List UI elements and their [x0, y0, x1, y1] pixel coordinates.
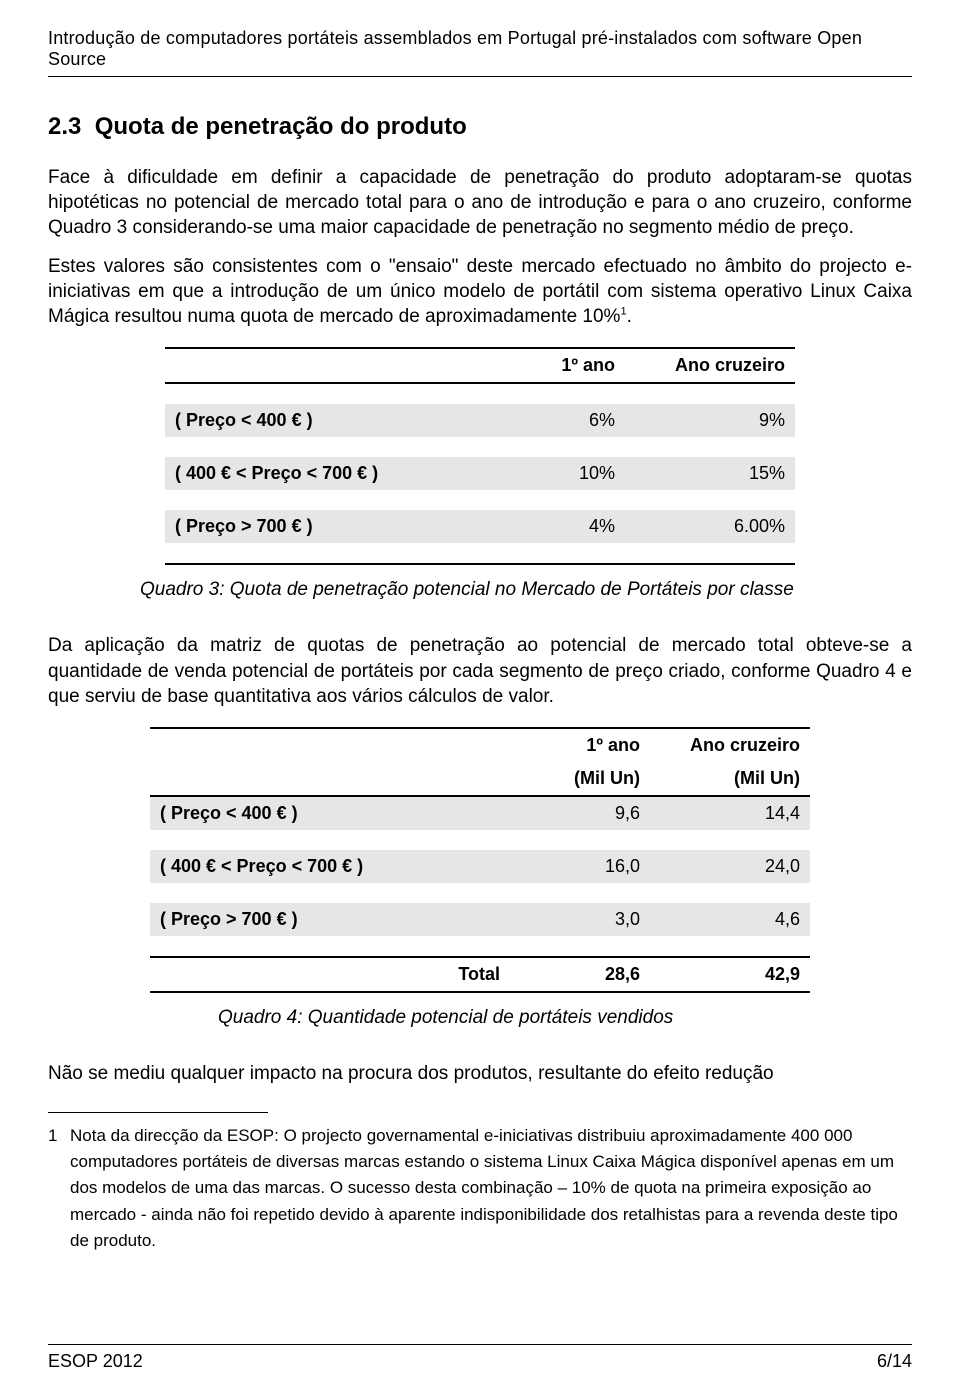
- table-row: ( 400 € < Preço < 700 € ) 10% 15%: [165, 457, 795, 490]
- column-header: 1º ano: [510, 728, 650, 762]
- row-label: ( Preço < 400 € ): [165, 404, 465, 437]
- cell: 3,0: [510, 903, 650, 936]
- row-label: ( 400 € < Preço < 700 € ): [165, 457, 465, 490]
- footnote: 1 Nota da direcção da ESOP: O projecto g…: [48, 1123, 912, 1255]
- page: Introdução de computadores portáteis ass…: [0, 0, 960, 1398]
- row-label: ( Preço < 400 € ): [150, 796, 510, 830]
- footnote-number: 1: [48, 1123, 70, 1255]
- cell: 6.00%: [625, 510, 795, 543]
- paragraph: Da aplicação da matriz de quotas de pene…: [48, 633, 912, 708]
- header-rule: [48, 76, 912, 77]
- footnote-separator: [48, 1112, 268, 1113]
- footer-right: 6/14: [877, 1351, 912, 1372]
- paragraph: Não se mediu qualquer impacto na procura…: [48, 1061, 912, 1086]
- page-footer: ESOP 2012 6/14: [48, 1344, 912, 1372]
- row-label: ( Preço > 700 € ): [165, 510, 465, 543]
- paragraph: Face à dificuldade em definir a capacida…: [48, 165, 912, 240]
- column-subheader: (Mil Un): [510, 762, 650, 796]
- section-title-text: Quota de penetração do produto: [95, 113, 467, 140]
- table-caption: Quadro 4: Quantidade potencial de portát…: [218, 1007, 912, 1029]
- cell: 10%: [465, 457, 625, 490]
- cell: 16,0: [510, 850, 650, 883]
- section-heading: 2.3 Quota de penetração do produto: [48, 113, 912, 141]
- section-number: 2.3: [48, 113, 81, 140]
- table-row: ( Preço < 400 € ) 6% 9%: [165, 404, 795, 437]
- cell: 42,9: [650, 957, 810, 992]
- table-row: ( 400 € < Preço < 700 € ) 16,0 24,0: [150, 850, 810, 883]
- cell: 9,6: [510, 796, 650, 830]
- footer-rule: [48, 1344, 912, 1345]
- column-header: Ano cruzeiro: [625, 348, 795, 383]
- table-caption: Quadro 3: Quota de penetração potencial …: [140, 579, 912, 601]
- table-row: ( Preço > 700 € ) 4% 6.00%: [165, 510, 795, 543]
- table-row: ( Preço < 400 € ) 9,6 14,4: [150, 796, 810, 830]
- cell: 9%: [625, 404, 795, 437]
- total-label: Total: [410, 957, 510, 992]
- cell: 15%: [625, 457, 795, 490]
- cell: 14,4: [650, 796, 810, 830]
- table-row: Total 28,6 42,9: [150, 957, 810, 992]
- column-header: Ano cruzeiro: [650, 728, 810, 762]
- row-label: ( 400 € < Preço < 700 € ): [150, 850, 510, 883]
- paragraph: Estes valores são consistentes com o "en…: [48, 254, 912, 329]
- footer-left: ESOP 2012: [48, 1351, 143, 1372]
- row-label: ( Preço > 700 € ): [150, 903, 510, 936]
- cell: 28,6: [510, 957, 650, 992]
- cell: 24,0: [650, 850, 810, 883]
- footnote-text: Nota da direcção da ESOP: O projecto gov…: [70, 1123, 912, 1255]
- table-row: 1º ano Ano cruzeiro: [165, 348, 795, 383]
- table-row: 1º ano Ano cruzeiro: [150, 728, 810, 762]
- paragraph-text: Estes valores são consistentes com o "en…: [48, 256, 912, 327]
- table-quadro-3: 1º ano Ano cruzeiro ( Preço < 400 € ) 6%…: [165, 347, 795, 565]
- cell: 4,6: [650, 903, 810, 936]
- cell: 6%: [465, 404, 625, 437]
- running-header: Introdução de computadores portáteis ass…: [48, 28, 912, 70]
- table-row: (Mil Un) (Mil Un): [150, 762, 810, 796]
- paragraph-text: .: [627, 306, 632, 327]
- column-subheader: (Mil Un): [650, 762, 810, 796]
- cell: 4%: [465, 510, 625, 543]
- table-quadro-4: 1º ano Ano cruzeiro (Mil Un) (Mil Un) ( …: [150, 727, 810, 993]
- table-row: ( Preço > 700 € ) 3,0 4,6: [150, 903, 810, 936]
- column-header: 1º ano: [465, 348, 625, 383]
